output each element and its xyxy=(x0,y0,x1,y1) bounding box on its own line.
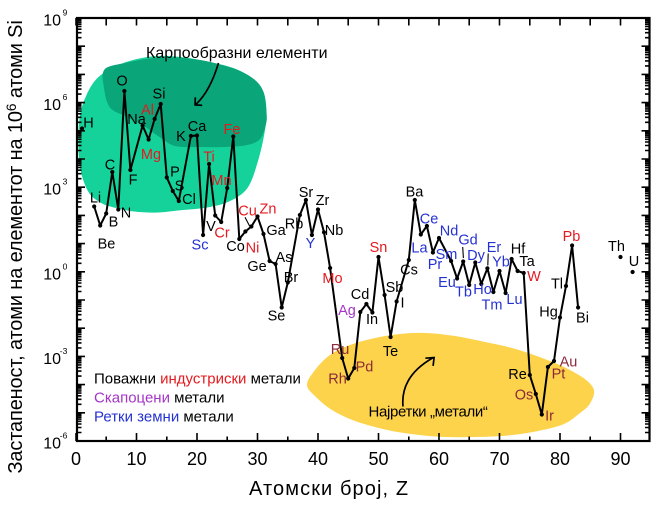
svg-text:40: 40 xyxy=(308,449,328,469)
svg-text:Li: Li xyxy=(90,191,101,207)
svg-text:La: La xyxy=(411,241,428,257)
svg-text:Nb: Nb xyxy=(325,223,344,239)
svg-text:As: As xyxy=(276,250,293,266)
svg-text:Mo: Mo xyxy=(322,271,342,287)
svg-text:Fe: Fe xyxy=(224,122,241,138)
svg-text:S: S xyxy=(175,179,185,195)
svg-text:10: 10 xyxy=(126,449,146,469)
svg-text:Mn: Mn xyxy=(211,173,231,189)
svg-text:0: 0 xyxy=(71,449,81,469)
svg-text:Cs: Cs xyxy=(400,263,418,279)
svg-text:Pr: Pr xyxy=(428,257,443,273)
svg-text:Sc: Sc xyxy=(192,238,209,254)
svg-text:Ho: Ho xyxy=(473,282,492,298)
svg-text:Hf: Hf xyxy=(511,242,526,258)
svg-text:Al: Al xyxy=(141,103,154,119)
svg-text:Yb: Yb xyxy=(492,255,510,271)
svg-text:80: 80 xyxy=(550,449,570,469)
svg-text:Se: Se xyxy=(268,309,286,325)
svg-text:Cr: Cr xyxy=(214,226,229,242)
svg-text:Rh: Rh xyxy=(328,372,347,388)
svg-text:90: 90 xyxy=(610,449,630,469)
svg-text:Eu: Eu xyxy=(438,275,456,291)
svg-text:U: U xyxy=(629,254,639,270)
svg-text:P: P xyxy=(170,165,180,181)
svg-text:Ge: Ge xyxy=(247,259,266,275)
svg-text:50: 50 xyxy=(368,449,388,469)
svg-text:Cl: Cl xyxy=(182,192,196,208)
svg-text:Pt: Pt xyxy=(552,367,566,383)
svg-text:60: 60 xyxy=(429,449,449,469)
svg-text:Ru: Ru xyxy=(331,342,350,358)
svg-text:Ir: Ir xyxy=(545,409,554,425)
svg-text:I: I xyxy=(400,296,404,312)
svg-text:Zn: Zn xyxy=(260,202,277,218)
svg-text:H: H xyxy=(83,116,93,132)
svg-text:Bi: Bi xyxy=(576,311,589,327)
svg-text:Sb: Sb xyxy=(386,280,404,296)
svg-text:Dy: Dy xyxy=(467,248,485,264)
svg-text:Ti: Ti xyxy=(203,150,215,166)
svg-text:20: 20 xyxy=(187,449,207,469)
svg-text:Zr: Zr xyxy=(316,193,330,209)
svg-text:Br: Br xyxy=(284,270,299,286)
svg-text:Ag: Ag xyxy=(338,303,356,319)
svg-text:B: B xyxy=(109,215,119,231)
svg-text:N: N xyxy=(121,206,131,222)
svg-text:V: V xyxy=(206,219,216,235)
svg-text:Lu: Lu xyxy=(506,292,522,308)
svg-text:Nd: Nd xyxy=(440,224,459,240)
svg-text:Si: Si xyxy=(153,87,166,103)
svg-text:W: W xyxy=(527,269,541,285)
svg-text:Pb: Pb xyxy=(563,229,581,245)
svg-text:Карпообразни елементи: Карпообразни елементи xyxy=(146,45,328,62)
svg-text:Cd: Cd xyxy=(351,287,370,303)
svg-text:Mg: Mg xyxy=(141,147,161,163)
svg-text:C: C xyxy=(105,158,115,174)
svg-text:Sn: Sn xyxy=(370,240,388,256)
svg-text:K: K xyxy=(176,129,186,145)
svg-text:Gd: Gd xyxy=(458,233,477,249)
svg-text:Застапеност, атоми на елементо: Застапеност, атоми на елементот на 106 а… xyxy=(3,20,27,473)
svg-text:Sm: Sm xyxy=(436,247,458,263)
svg-text:Th: Th xyxy=(608,239,625,255)
svg-text:Co: Co xyxy=(226,239,245,255)
svg-text:Cu: Cu xyxy=(238,204,257,220)
svg-text:Tm: Tm xyxy=(482,298,503,314)
svg-text:Te: Te xyxy=(383,344,398,360)
svg-text:Ce: Ce xyxy=(420,212,439,228)
svg-text:Поважни индустриски метали: Поважни индустриски метали xyxy=(94,371,301,388)
svg-text:Ca: Ca xyxy=(188,119,207,135)
svg-text:Re: Re xyxy=(508,367,527,383)
svg-text:Скапоцени метали: Скапоцени метали xyxy=(94,390,224,407)
svg-text:Au: Au xyxy=(560,355,578,371)
svg-text:Pd: Pd xyxy=(356,360,374,376)
svg-text:Најретки „метали“: Најретки „метали“ xyxy=(369,404,488,421)
svg-text:Ba: Ba xyxy=(406,185,425,201)
svg-text:Tl: Tl xyxy=(551,277,563,293)
svg-text:In: In xyxy=(366,312,378,328)
svg-text:70: 70 xyxy=(489,449,509,469)
svg-text:Sr: Sr xyxy=(299,185,314,201)
svg-text:Os: Os xyxy=(515,388,534,404)
svg-text:Ta: Ta xyxy=(519,254,535,270)
svg-text:30: 30 xyxy=(247,449,267,469)
svg-text:O: O xyxy=(116,74,127,90)
svg-text:Be: Be xyxy=(98,237,116,253)
svg-text:F: F xyxy=(129,173,138,189)
svg-text:Tb: Tb xyxy=(455,285,472,301)
svg-text:Hg: Hg xyxy=(539,305,558,321)
svg-text:Атомски број, Z: Атомски број, Z xyxy=(249,478,409,500)
svg-text:Er: Er xyxy=(487,240,502,256)
svg-text:Ga: Ga xyxy=(266,223,286,239)
svg-text:Y: Y xyxy=(306,236,316,252)
svg-text:Ретки земни метали: Ретки земни метали xyxy=(94,409,234,426)
svg-text:Na: Na xyxy=(127,112,146,128)
svg-text:Rb: Rb xyxy=(285,217,304,233)
svg-text:Ni: Ni xyxy=(246,241,260,257)
